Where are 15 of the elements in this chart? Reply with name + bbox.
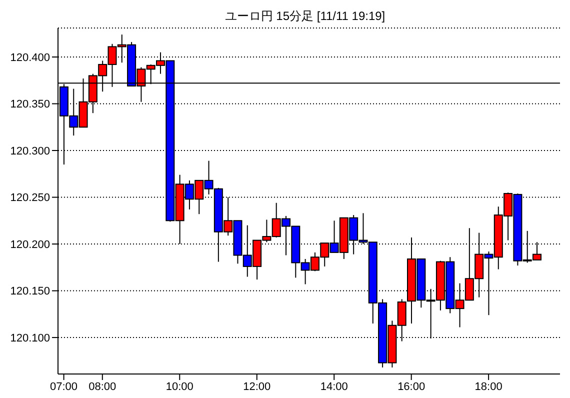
x-tick-label: 07:00 <box>50 380 78 393</box>
y-tick-label: 120.200 <box>10 238 50 251</box>
x-tick-label: 18:00 <box>474 380 502 393</box>
chart-title: ユーロ円 15分足 [11/11 19:19] <box>224 8 386 24</box>
x-tick-label: 14:00 <box>320 380 348 393</box>
y-tick-label: 120.100 <box>10 332 50 344</box>
x-tick-label: 08:00 <box>88 380 116 393</box>
x-tick-label: 12:00 <box>243 380 271 393</box>
x-tick-label: 10:00 <box>166 380 194 393</box>
y-tick-label: 120.350 <box>10 98 50 111</box>
y-tick-label: 120.250 <box>10 192 50 204</box>
y-tick-label: 120.400 <box>10 52 50 64</box>
x-tick-label: 16:00 <box>398 380 426 393</box>
y-tick-label: 120.300 <box>10 145 50 158</box>
y-tick-label: 120.150 <box>10 286 50 298</box>
